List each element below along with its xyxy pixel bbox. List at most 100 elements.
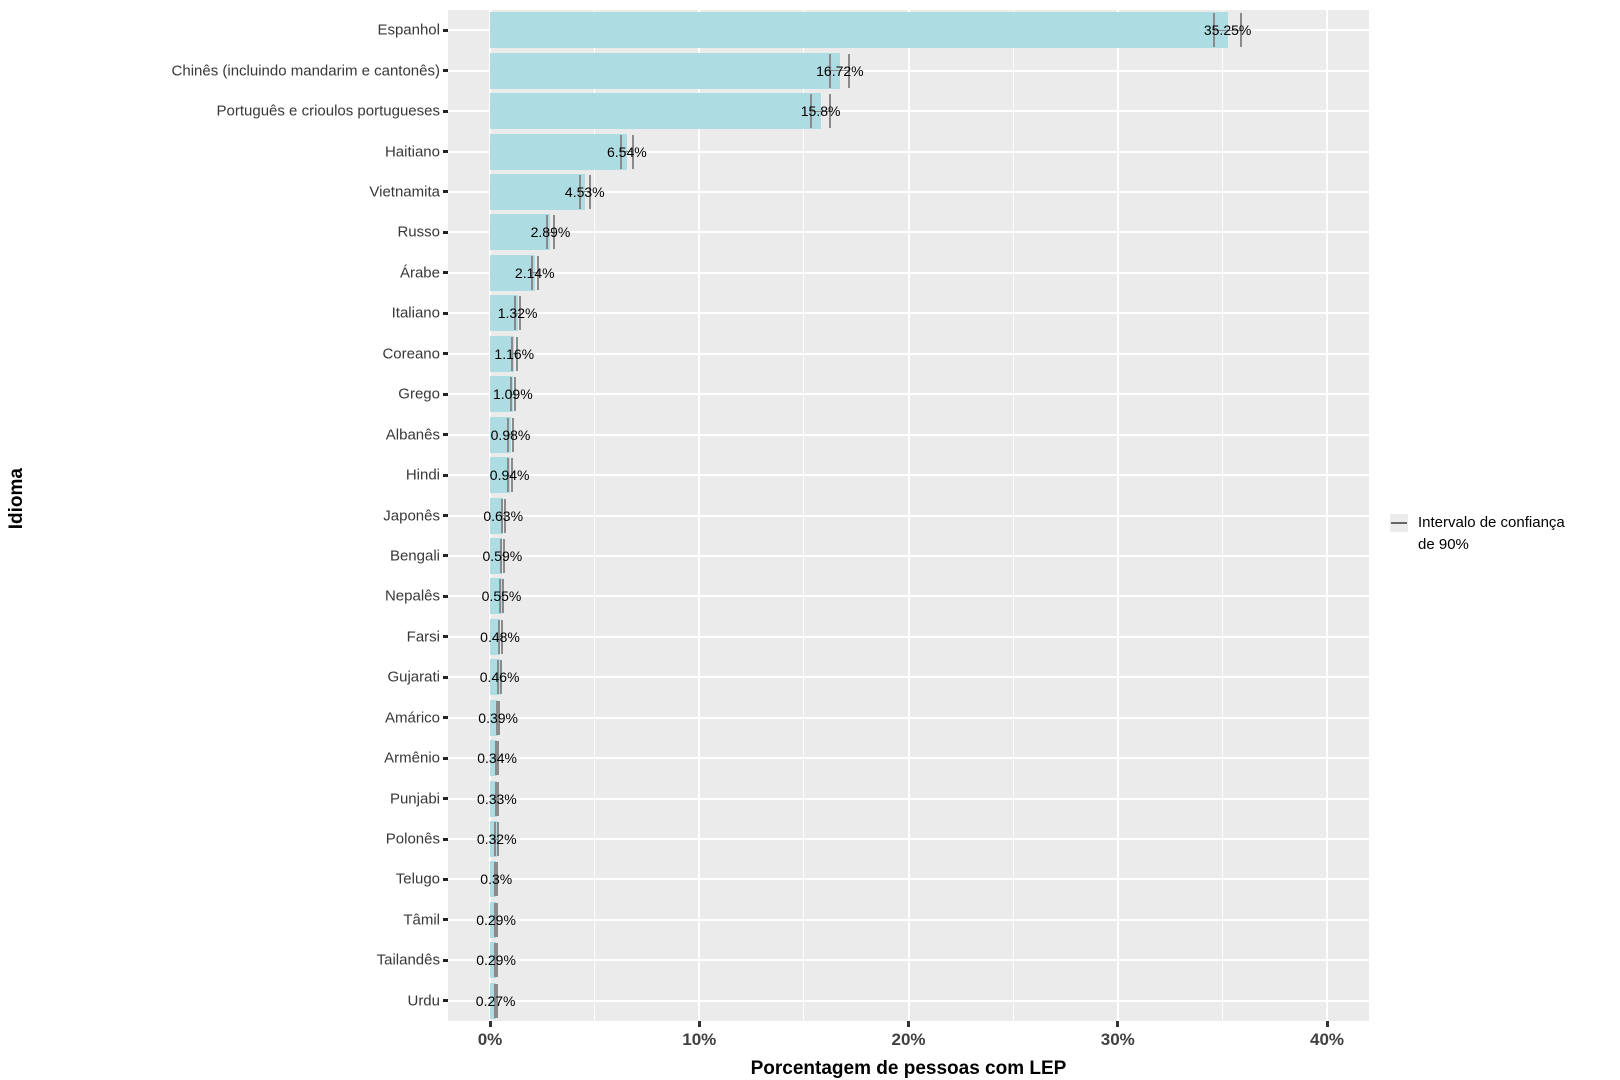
x-axis-tick [907, 1021, 910, 1027]
bar-value-label: 2.89% [530, 224, 571, 241]
x-tick-label: 20% [891, 1030, 926, 1049]
legend-label-line1: Intervalo de confiança [1418, 514, 1565, 531]
gridline-major-horizontal [448, 554, 1369, 557]
bar-value-label: 1.16% [494, 345, 535, 362]
bar-value-label: 0.33% [477, 790, 517, 807]
x-tick-label: 10% [682, 1030, 717, 1049]
category-label: Gujarati [387, 668, 440, 686]
errorbar-cap-low [619, 134, 622, 169]
y-axis-tick [443, 109, 448, 113]
errorbar-cap-low [509, 377, 512, 412]
errorbar-cap-high [496, 902, 499, 937]
category-label: Português e crioulos portugueses [216, 102, 440, 120]
errorbar-line [511, 353, 517, 355]
bar [490, 699, 499, 736]
bar-value-label: 2.14% [514, 264, 555, 281]
errorbar-cap-low [829, 53, 832, 88]
x-axis-tick [488, 1021, 492, 1027]
errorbar-cap-low [545, 215, 548, 250]
bar [490, 861, 497, 898]
gridline-major-horizontal [448, 918, 1369, 921]
y-axis-tick [443, 797, 448, 801]
errorbar-line [495, 878, 498, 880]
errorbar-cap-low [494, 902, 497, 937]
gridline-major-horizontal [448, 959, 1369, 962]
category-label: Coreano [382, 345, 440, 363]
category-label: Bengali [389, 547, 440, 565]
gridline-major-horizontal [448, 150, 1369, 153]
errorbar-line [508, 434, 513, 436]
errorbar-line [830, 70, 850, 72]
bar [490, 982, 496, 1019]
errorbar-cap-high [497, 741, 500, 776]
errorbar-cap-high [589, 174, 592, 209]
errorbar-line [501, 515, 505, 516]
y-axis-tick [443, 958, 448, 962]
bar-value-label: 1.32% [497, 305, 538, 322]
bar [490, 578, 502, 615]
errorbar-cap-low [510, 336, 513, 371]
x-axis-tick [1116, 1021, 1120, 1027]
gridline-major-horizontal [448, 433, 1369, 436]
errorbar-line [495, 798, 499, 800]
bar-value-label: 0.29% [476, 911, 516, 928]
bar-value-label: 0.48% [480, 628, 520, 645]
errorbar-cap-high [500, 619, 503, 654]
category-label: Tâmil [403, 911, 440, 929]
bar [490, 173, 585, 210]
bar-value-label: 0.32% [476, 831, 517, 848]
errorbar-line [499, 595, 504, 597]
y-axis-tick [443, 554, 448, 558]
y-axis-tick [443, 352, 448, 356]
errorbar-cap-low [499, 538, 502, 573]
errorbar-cap-low [494, 822, 497, 857]
bar-value-label: 0.3% [480, 871, 513, 888]
category-label: Nepalês [384, 587, 440, 605]
category-label: Telugo [395, 870, 440, 888]
errorbar-cap-high [510, 458, 513, 493]
errorbar-line [579, 191, 590, 193]
errorbar-cap-low [494, 943, 497, 978]
y-axis-tick [443, 877, 448, 881]
bar-value-label: 16.72% [816, 62, 864, 79]
gridline-major-horizontal [448, 716, 1369, 719]
bar-value-label: 15.8% [800, 103, 841, 120]
errorbar-line [494, 1000, 497, 1002]
errorbar-cap-high [514, 377, 517, 412]
bar [490, 537, 503, 574]
errorbar-line [495, 959, 498, 961]
legend-key [1390, 514, 1408, 532]
errorbar-cap-high [829, 94, 832, 129]
errorbar-legend-icon [1391, 522, 1407, 524]
errorbar-cap-low [494, 741, 497, 776]
bar-value-label: 0.59% [482, 547, 523, 564]
y-axis-tick [443, 311, 448, 315]
errorbar-line [1214, 29, 1242, 31]
bar [490, 618, 501, 655]
category-label: Grego [398, 385, 440, 403]
x-axis: 0% 10% 20% 30% 40% [448, 1021, 1369, 1067]
category-label: Polonês [385, 830, 440, 848]
category-label: Italiano [391, 304, 440, 322]
errorbar-line [620, 151, 634, 153]
category-label: Tailandês [376, 951, 440, 969]
errorbar-cap-high [502, 579, 505, 614]
bar [490, 497, 504, 534]
bar-value-label: 6.54% [606, 143, 647, 160]
gridline-major-horizontal [448, 838, 1369, 841]
errorbar-line [496, 717, 500, 719]
gridline-major-horizontal [448, 595, 1369, 598]
bar-value-label: 0.27% [475, 992, 516, 1009]
gridline-major-horizontal [448, 797, 1369, 800]
y-axis-tick [443, 271, 448, 275]
bar-value-label: 0.46% [479, 669, 520, 686]
gridline-major-horizontal [448, 514, 1369, 517]
errorbar-cap-low [530, 255, 533, 290]
y-axis-tick [443, 716, 448, 720]
category-label: Hindi [405, 466, 440, 484]
errorbar-cap-high [519, 296, 522, 331]
gridline-major-horizontal [448, 474, 1369, 477]
y-axis-tick [443, 190, 448, 194]
x-tick-label: 0% [477, 1030, 503, 1049]
